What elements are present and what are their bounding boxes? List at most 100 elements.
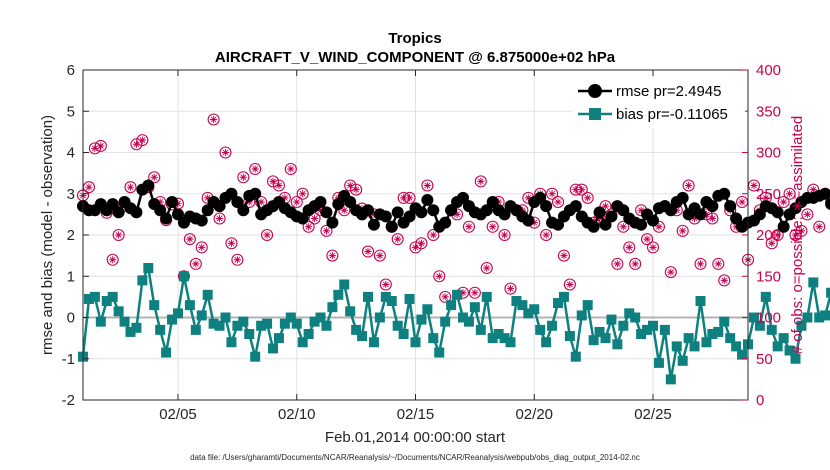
obs-possible-marker	[462, 220, 475, 233]
obs-count-point	[486, 220, 499, 233]
obs-assimilated-marker	[453, 210, 461, 218]
obs-assimilated-marker	[293, 198, 301, 206]
bias-point	[262, 318, 273, 329]
axis-ticks: 02/05 02/10 02/15 02/20 02/25 -2 -1 0 1 2 3 4 5 6 0 50 1…	[62, 62, 781, 423]
bias-point	[808, 277, 819, 288]
obs-possible-marker	[611, 257, 624, 270]
rmse-point	[753, 208, 766, 221]
bias-point	[357, 331, 368, 342]
bias-point	[250, 351, 261, 362]
obs-possible-marker	[409, 241, 422, 254]
bias-series	[78, 263, 830, 385]
obs-possible-marker	[801, 208, 814, 221]
obs-assimilated-marker	[625, 243, 633, 251]
bias-point	[256, 320, 267, 331]
y2-tick-label: 150	[756, 268, 781, 285]
bias-point	[303, 329, 314, 339]
obs-possible-marker	[225, 237, 238, 250]
obs-possible-marker	[664, 266, 677, 279]
bias-point	[814, 312, 825, 323]
rmse-point	[647, 214, 659, 227]
rmse-point	[367, 218, 380, 231]
bias-point	[570, 351, 581, 362]
obs-count-point	[415, 237, 428, 250]
rmse-point	[439, 216, 452, 229]
rmse-point	[427, 204, 440, 217]
bias-point	[487, 333, 498, 344]
rmse-point	[457, 191, 469, 204]
bias-point	[368, 337, 379, 348]
bias-point	[642, 324, 653, 335]
obs-possible-marker	[789, 228, 802, 242]
bias-point	[113, 306, 124, 317]
obs-assimilated-marker	[334, 194, 342, 202]
obs-possible-marker	[486, 220, 499, 233]
obs-assimilated-marker	[809, 186, 817, 194]
bias-point	[547, 320, 558, 331]
y-tick-label: 5	[67, 103, 75, 120]
obs-assimilated-marker	[221, 148, 230, 157]
obs-assimilated-marker	[774, 231, 782, 239]
obs-count-point	[540, 228, 553, 242]
obs-assimilated-marker	[251, 165, 259, 173]
bias-point	[285, 312, 296, 323]
obs-possible-marker	[136, 134, 149, 147]
rmse-point	[694, 208, 707, 221]
obs-possible-marker	[195, 241, 208, 254]
bias-point	[541, 337, 552, 348]
rmse-point	[326, 216, 339, 229]
obs-possible-marker	[249, 162, 262, 176]
obs-count-point	[783, 187, 796, 200]
obs-assimilated-marker	[376, 252, 384, 260]
bias-point	[677, 355, 688, 366]
obs-assimilated-marker	[459, 289, 467, 297]
obs-assimilated-marker	[584, 194, 592, 202]
obs-count-point	[676, 224, 689, 237]
legend-bias-marker	[589, 108, 601, 120]
rmse-point	[730, 212, 743, 225]
obs-assimilated-marker	[364, 247, 372, 256]
obs-assimilated-marker	[174, 200, 182, 208]
bias-point	[517, 300, 528, 311]
bias-point	[279, 318, 290, 329]
obs-count-point	[641, 233, 654, 246]
bias-point	[458, 312, 468, 323]
rmse-point	[480, 204, 493, 217]
rmse-point	[391, 206, 404, 219]
bias-point	[766, 324, 777, 335]
obs-assimilated-marker	[797, 227, 806, 235]
obs-count-point	[272, 179, 285, 192]
rmse-point	[154, 204, 167, 217]
obs-assimilated-marker	[97, 142, 105, 150]
y2-tick-label: 200	[756, 227, 781, 244]
obs-count-point	[765, 237, 778, 250]
obs-possible-marker	[207, 113, 220, 126]
rmse-point	[635, 218, 648, 231]
bias-point	[161, 347, 172, 358]
obs-possible-marker	[581, 191, 594, 204]
bias-point	[434, 347, 445, 358]
bias-point	[505, 337, 516, 348]
obs-assimilated-marker	[637, 206, 645, 214]
bias-point	[452, 289, 463, 300]
obs-count-point	[94, 139, 107, 152]
obs-assimilated-marker	[287, 165, 295, 173]
rmse-point	[421, 193, 434, 206]
obs-possible-marker	[302, 220, 315, 233]
obs-assimilated-marker	[275, 181, 283, 190]
rmse-point	[237, 204, 250, 217]
bias-point	[196, 310, 207, 321]
y-tick-label: 0	[67, 310, 75, 327]
rmse-point	[593, 206, 606, 219]
obs-possible-marker	[504, 282, 517, 295]
obs-count-point	[563, 278, 576, 291]
obs-count-point	[403, 191, 416, 204]
bias-point	[737, 349, 748, 360]
obs-count-point	[421, 179, 434, 192]
obs-count-point	[706, 212, 719, 225]
bias-point	[291, 318, 302, 329]
y-tick-label: -1	[62, 351, 75, 368]
rmse-point	[486, 196, 499, 208]
obs-assimilated-marker	[471, 289, 479, 297]
